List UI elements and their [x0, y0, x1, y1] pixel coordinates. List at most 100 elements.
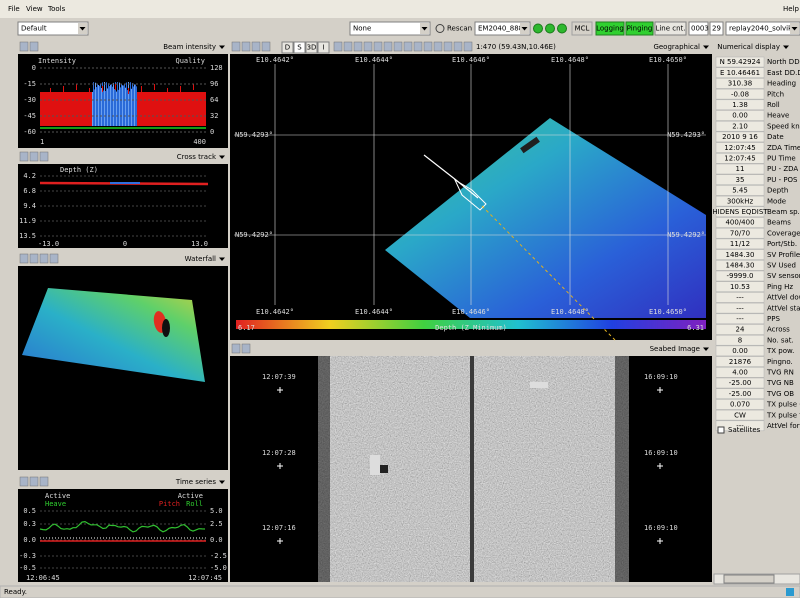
value-label: PU Time: [767, 155, 796, 163]
tool-icon[interactable]: [19, 41, 29, 52]
line-cnt-button[interactable]: Line cnt.: [655, 25, 685, 33]
dropdown-arrow: [521, 27, 528, 31]
value-label: TVG RN: [766, 369, 794, 377]
intensity-beam: [123, 85, 124, 126]
dropdown-arrow: [783, 45, 789, 49]
value-text: 8: [738, 336, 742, 344]
tool-icon[interactable]: [19, 253, 29, 264]
intensity-beam: [98, 85, 99, 126]
value-label: TX pulse (: [766, 401, 800, 409]
value-cell: [715, 313, 765, 325]
pinging-indicator[interactable]: Pinging: [627, 25, 653, 33]
satellites-label[interactable]: Satellites: [728, 426, 761, 434]
tool-icon[interactable]: [363, 41, 373, 52]
y-tick-label: 0: [210, 128, 214, 136]
value-label: SV sensor: [767, 272, 800, 280]
value-text: 11: [736, 165, 745, 173]
view-mode-button[interactable]: [305, 41, 318, 54]
tool-icon[interactable]: [353, 41, 363, 52]
view-mode-label[interactable]: I: [322, 44, 324, 52]
tool-icon[interactable]: [433, 41, 443, 52]
intensity-spike: [154, 84, 155, 90]
value-label: AttVel forv: [767, 422, 800, 430]
y-tick-label: 0.0: [210, 536, 223, 544]
mcl-box: [571, 21, 593, 36]
menu-item[interactable]: Help: [783, 5, 800, 13]
tool-icon[interactable]: [413, 41, 423, 52]
tool-icon[interactable]: [453, 41, 463, 52]
tool-icon[interactable]: [39, 151, 49, 162]
tool-icon[interactable]: [29, 41, 39, 52]
scroll-thumb[interactable]: [723, 574, 775, 584]
view-mode-button[interactable]: [317, 41, 330, 54]
value-cell: [715, 120, 765, 132]
tool-icon[interactable]: [373, 41, 383, 52]
value-label: Coverage: [767, 229, 800, 237]
view-mode-label[interactable]: S: [297, 44, 302, 52]
intensity-beam: [95, 82, 96, 126]
value-label: Ping Hz: [767, 283, 793, 291]
value-label: Heading: [767, 80, 796, 88]
source-select[interactable]: [349, 21, 431, 36]
intensity-spike: [63, 86, 64, 92]
tool-icon[interactable]: [443, 41, 453, 52]
value-label: AttVel dow: [767, 294, 800, 302]
tool-icon[interactable]: [39, 476, 49, 487]
tool-icon[interactable]: [29, 476, 39, 487]
value-label: North DD.DD: [767, 58, 800, 66]
seabed-object: [530, 382, 548, 388]
pinging-box: [625, 21, 654, 36]
intensity-spike: [141, 86, 142, 92]
view-mode-button[interactable]: [281, 41, 294, 54]
intensity-beam: [101, 88, 102, 126]
tool-icon[interactable]: [383, 41, 393, 52]
dropdown-arrow: [703, 347, 709, 351]
tool-icon[interactable]: [333, 41, 343, 52]
tool-icon[interactable]: [393, 41, 403, 52]
view-mode-label[interactable]: 3D: [307, 44, 317, 52]
value-cell: [715, 110, 765, 121]
line-no-box: [688, 21, 709, 36]
value-cell: [715, 356, 765, 367]
panel-header: [18, 252, 228, 266]
panel-header: [230, 342, 712, 356]
satellites-checkbox[interactable]: [717, 426, 725, 434]
view-mode-button[interactable]: [293, 41, 306, 54]
tool-icon[interactable]: [343, 41, 353, 52]
view-mode-label[interactable]: D: [285, 44, 290, 52]
menu-item[interactable]: Tools: [47, 5, 66, 13]
rescan-button[interactable]: Rescan: [447, 25, 472, 33]
system-select[interactable]: [474, 21, 531, 36]
intensity-beam: [116, 91, 117, 126]
profile-select[interactable]: [17, 21, 89, 36]
lon-label: E10.4644°: [355, 56, 393, 64]
status-light: [545, 23, 555, 34]
intensity-beam: [103, 90, 104, 126]
tool-icon[interactable]: [231, 41, 241, 52]
tool-icon[interactable]: [29, 253, 39, 264]
tool-icon[interactable]: [19, 476, 29, 487]
value-label: Beams: [767, 219, 791, 227]
tool-icon[interactable]: [423, 41, 433, 52]
value-cell: [715, 270, 765, 282]
tool-icon[interactable]: [463, 41, 473, 52]
survey-select[interactable]: [725, 21, 800, 36]
tool-icon[interactable]: [403, 41, 413, 52]
logging-indicator[interactable]: Logging: [596, 25, 624, 33]
intensity-beam: [108, 83, 109, 126]
tool-icon[interactable]: [39, 253, 49, 264]
tool-icon[interactable]: [241, 343, 251, 354]
tool-icon[interactable]: [241, 41, 251, 52]
tool-icon[interactable]: [19, 151, 29, 162]
tool-icon[interactable]: [49, 253, 59, 264]
tool-icon[interactable]: [29, 151, 39, 162]
intensity-beam: [109, 86, 110, 126]
tool-icon[interactable]: [231, 343, 241, 354]
lon-label: E10.4648°: [551, 56, 589, 64]
tool-icon[interactable]: [251, 41, 261, 52]
tool-icon[interactable]: [261, 41, 271, 52]
menu-item[interactable]: View: [26, 5, 43, 13]
menu-item[interactable]: File: [8, 5, 20, 13]
intensity-beam: [127, 90, 128, 126]
value-cell: [715, 292, 765, 303]
